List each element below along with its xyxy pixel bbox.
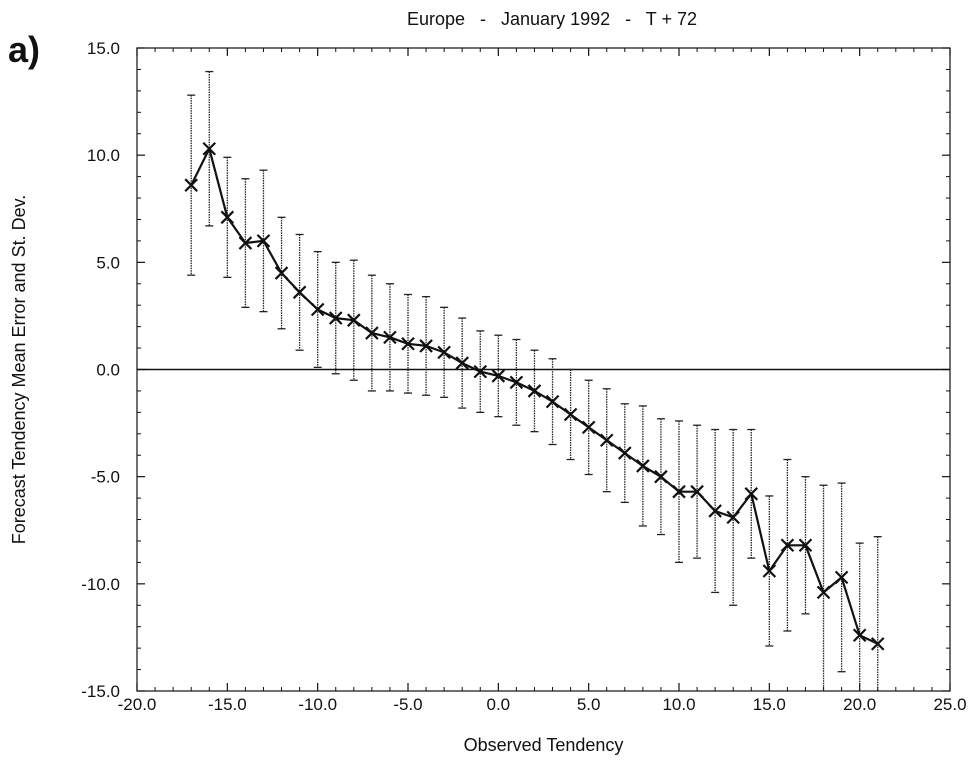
data-point-marker [184, 178, 198, 192]
data-point-marker [383, 330, 397, 345]
data-point-marker [455, 356, 469, 370]
data-point-marker [274, 266, 289, 280]
error-bar [747, 428, 756, 559]
x-axis-title: Observed Tendency [464, 735, 624, 755]
data-point-marker [599, 433, 614, 448]
data-point-marker [365, 326, 379, 340]
data-point-marker [708, 504, 722, 518]
x-tick-label: 0.0 [487, 695, 511, 714]
chart-title: Europe - January 1992 - T + 72 [407, 9, 697, 29]
data-point-marker [762, 564, 777, 578]
data-point-marker [347, 313, 361, 327]
data-point-marker [509, 375, 524, 390]
y-tick-label: 10.0 [87, 146, 120, 165]
data-point-marker [473, 364, 488, 379]
data-point-marker [491, 369, 506, 383]
data-point-marker [419, 339, 433, 353]
data-markers [184, 141, 885, 651]
x-tick-label: 25.0 [933, 695, 966, 714]
data-point-marker [834, 570, 849, 585]
error-bar [584, 379, 593, 476]
error-bar [404, 293, 412, 394]
data-point-marker [545, 394, 560, 409]
y-tick-label: 5.0 [96, 253, 120, 272]
data-point-marker [654, 469, 668, 484]
data-point-marker [581, 420, 596, 435]
x-tick-label: 10.0 [662, 695, 695, 714]
data-point-marker [780, 538, 795, 553]
data-point-marker [618, 446, 632, 460]
axis-ticks: -15.0-10.0-5.00.05.010.015.0-20.0 -15.0 -1… [81, 39, 966, 714]
x-tick-label: 5.0 [577, 695, 601, 714]
x-tick-label: 15.0 [753, 695, 786, 714]
x-tick-label: -10.0 [298, 695, 337, 714]
error-bar [422, 295, 431, 396]
error-bar [241, 178, 250, 308]
data-point-marker [202, 141, 217, 156]
data-point-marker [726, 510, 740, 525]
data-point-marker [220, 210, 235, 225]
data-point-marker [816, 585, 831, 600]
x-tick-label: -15.0 [208, 695, 247, 714]
data-point-marker [527, 384, 542, 398]
data-point-marker [690, 484, 704, 499]
x-tick-label: 20.0 [843, 695, 876, 714]
y-tick-label: -15.0 [81, 682, 120, 701]
data-point-marker [636, 459, 650, 473]
data-point-marker [672, 484, 686, 499]
data-point-marker [256, 234, 271, 248]
data-point-marker [852, 628, 867, 643]
y-tick-label: 15.0 [87, 39, 120, 58]
x-tick-label: -5.0 [393, 695, 422, 714]
data-point-marker [563, 407, 578, 422]
data-point-marker [328, 311, 343, 325]
error-bar [855, 542, 864, 691]
data-point-marker [292, 285, 307, 300]
data-point-marker [401, 337, 415, 351]
y-tick-label: 0.0 [96, 361, 120, 380]
x-tick-label: -20.0 [118, 695, 157, 714]
error-bar [205, 70, 214, 227]
data-point-marker [437, 345, 451, 360]
data-point-marker [238, 236, 253, 250]
data-point-marker [798, 538, 813, 553]
error-bars [187, 70, 882, 691]
data-point-marker [310, 302, 325, 317]
error-bar [837, 482, 846, 673]
data-point-marker [870, 637, 885, 651]
data-point-marker [744, 487, 759, 501]
y-tick-label: -10.0 [81, 575, 120, 594]
error-bar [819, 484, 828, 691]
panel-label: a) [8, 29, 40, 70]
y-tick-label: -5.0 [91, 468, 120, 487]
error-bar [873, 536, 882, 691]
y-axis-title: Forecast Tendency Mean Error and St. Dev… [9, 195, 29, 545]
error-bar [620, 403, 629, 504]
